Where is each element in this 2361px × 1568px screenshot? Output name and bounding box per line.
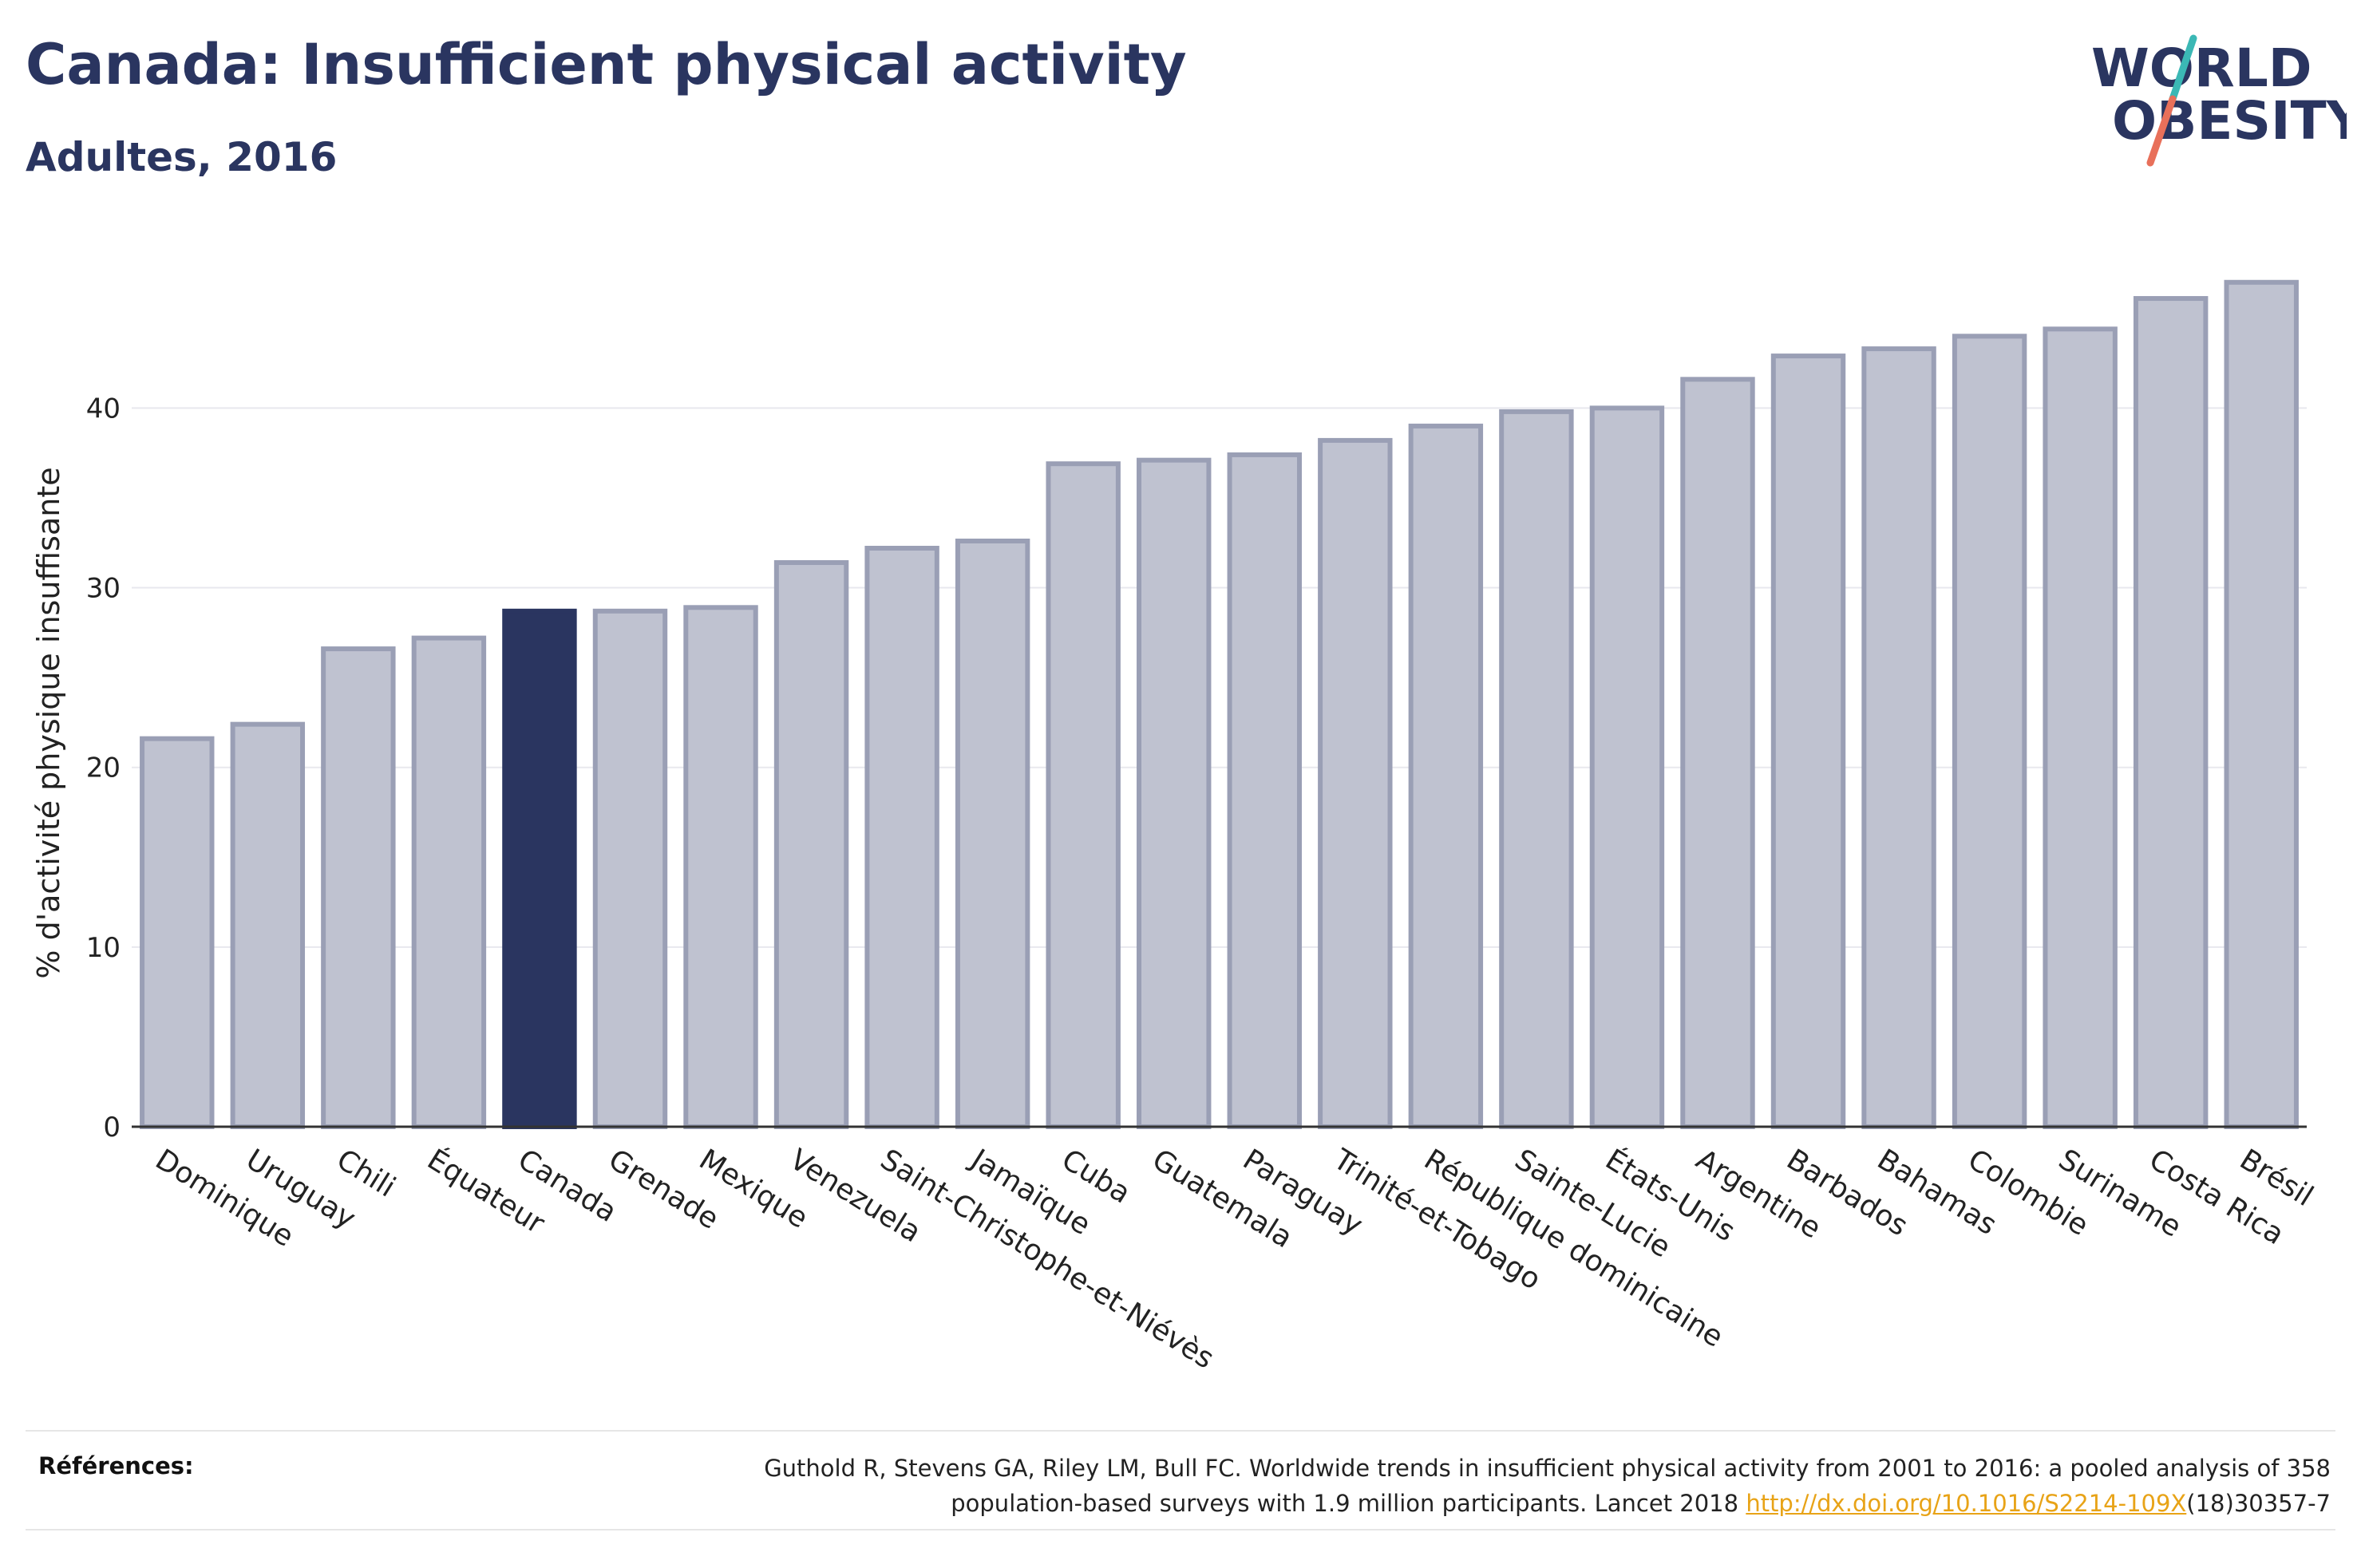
logo-slash-bottom bbox=[2146, 95, 2177, 167]
references-label: Références: bbox=[38, 1452, 194, 1479]
bar bbox=[1589, 405, 1665, 1129]
y-tick-label: 40 bbox=[86, 393, 121, 425]
bar bbox=[502, 608, 577, 1129]
bar bbox=[1046, 461, 1121, 1129]
y-axis-label: % d'activité physique insuffisante bbox=[31, 467, 66, 978]
bar bbox=[140, 736, 215, 1129]
y-tick-label: 10 bbox=[86, 932, 121, 964]
page-subtitle: Adultes, 2016 bbox=[26, 134, 338, 180]
references-text: Guthold R, Stevens GA, Riley LM, Bull FC… bbox=[495, 1451, 2331, 1521]
bar bbox=[1408, 423, 1484, 1129]
bar bbox=[1137, 457, 1212, 1129]
logo-word-obesity: OBESITY bbox=[2112, 90, 2347, 152]
bar bbox=[1227, 452, 1302, 1129]
bar bbox=[1770, 353, 1846, 1129]
references-line-2-prefix: population-based surveys with 1.9 millio… bbox=[951, 1490, 1746, 1517]
bar bbox=[230, 721, 306, 1130]
y-tick-label: 0 bbox=[103, 1112, 121, 1143]
bar bbox=[1680, 377, 1755, 1129]
bar-chart: 0 10 20 30 40 % d'activité physique insuffisa… bbox=[31, 279, 2319, 1376]
bar bbox=[1499, 409, 1574, 1129]
bar bbox=[1318, 437, 1393, 1129]
references-top-divider bbox=[26, 1430, 2335, 1432]
references-line-2: population-based surveys with 1.9 millio… bbox=[495, 1486, 2331, 1521]
bar bbox=[1861, 346, 1936, 1130]
bar bbox=[321, 646, 396, 1129]
references-line-2-suffix: (18)30357-7 bbox=[2186, 1490, 2331, 1517]
page-title: Canada: Insufficient physical activity bbox=[26, 32, 1187, 97]
references-line-1: Guthold R, Stevens GA, Riley LM, Bull FC… bbox=[764, 1455, 2331, 1482]
references-bottom-divider bbox=[26, 1529, 2335, 1530]
bar bbox=[955, 538, 1030, 1129]
bar bbox=[773, 560, 849, 1129]
bar bbox=[2043, 326, 2118, 1129]
bar bbox=[411, 635, 487, 1129]
bar bbox=[2133, 296, 2209, 1129]
y-tick-label: 20 bbox=[86, 752, 121, 784]
logo-word-world: WORLD bbox=[2091, 38, 2312, 99]
references-doi-link[interactable]: http://dx.doi.org/10.1016/S2214-109X bbox=[1746, 1490, 2187, 1517]
bar bbox=[683, 605, 758, 1129]
bar bbox=[592, 608, 668, 1129]
bar bbox=[864, 546, 939, 1129]
y-tick-label: 30 bbox=[86, 573, 121, 605]
logo-slash-top bbox=[2169, 34, 2197, 103]
bar bbox=[2224, 279, 2299, 1129]
world-obesity-logo: WORLD OBESITY bbox=[2091, 34, 2347, 167]
bar bbox=[1952, 334, 2027, 1129]
